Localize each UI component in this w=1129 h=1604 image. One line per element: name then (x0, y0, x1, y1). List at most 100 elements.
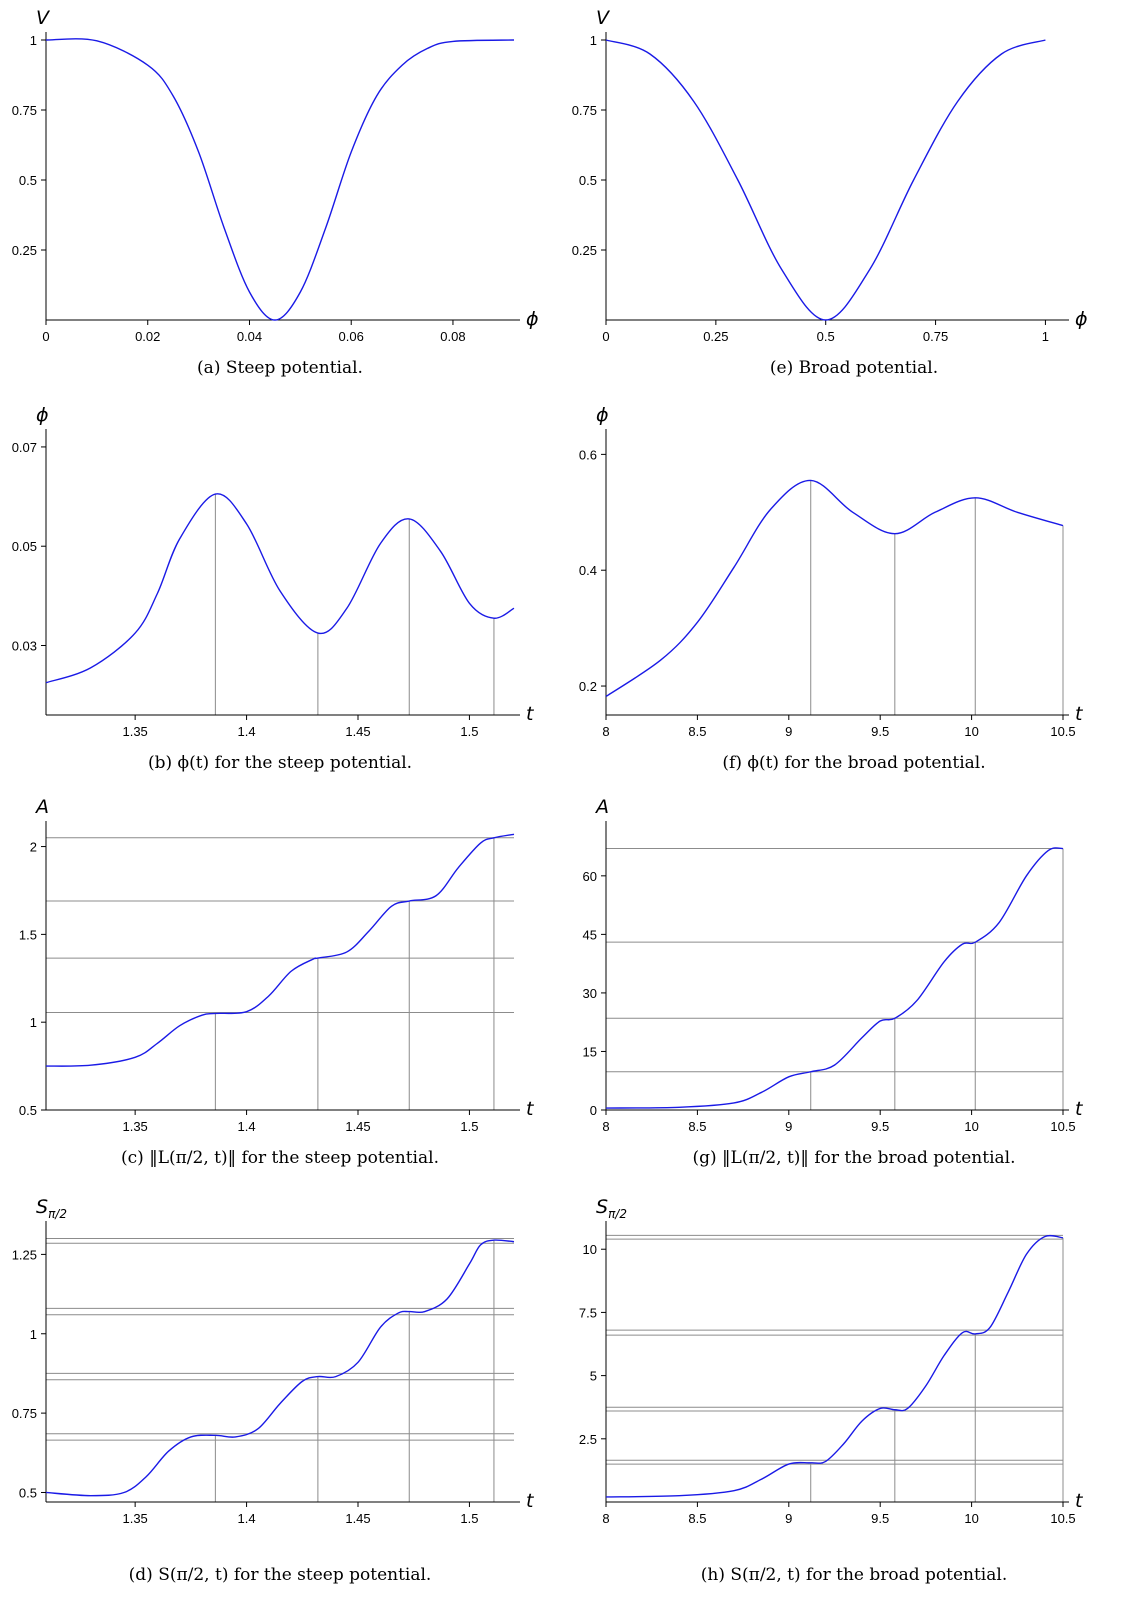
x-tick-label: 0.04 (237, 329, 262, 344)
panel-e: 0 0.25 0.5 0.75 1 0.25 0.5 0.75 1 Vϕ (e) Broad pot… (572, 7, 1088, 378)
panel-d: 1.35 1.4 1.45 1.5 0.5 0.75 1 1.25 Sπ/2 t (d) S(π/2… (12, 1196, 535, 1585)
x-tick-label: 0.08 (440, 329, 465, 344)
x-tick-label: 1.45 (345, 724, 370, 739)
x-tick-label: 1.5 (460, 1119, 478, 1134)
y-tick-label: 0.05 (12, 539, 37, 554)
x-tick-label: 0.75 (923, 329, 948, 344)
x-tick-label: 0 (42, 329, 49, 344)
x-tick-label: 8 (602, 724, 609, 739)
x-tick-label: 1.35 (122, 1511, 147, 1526)
y-tick-label: 1 (30, 1327, 37, 1342)
panel-caption: (f) ϕ(t) for the broad potential. (722, 753, 985, 773)
y-tick-label: 30 (583, 986, 597, 1001)
x-tick-label: 9 (785, 1119, 792, 1134)
y-tick-label: 5 (590, 1369, 597, 1384)
panel-caption: (e) Broad potential. (770, 358, 938, 378)
y-tick-label: 0.07 (12, 440, 37, 455)
x-tick-label: 8.5 (688, 1119, 706, 1134)
x-tick-label: 10 (964, 1119, 978, 1134)
x-tick-label: 8 (602, 1511, 609, 1526)
panel-g: 8 8.5 9 9.5 10 10.5 0 15 30 45 60 At (g) ‖L(π/2, t)‖… (583, 796, 1084, 1168)
y-tick-label: 0.25 (572, 243, 597, 258)
x-axis-label: t (526, 703, 535, 725)
x-tick-label: 0.25 (703, 329, 728, 344)
y-axis-label: V (36, 7, 51, 29)
x-tick-label: 1.45 (345, 1511, 370, 1526)
x-tick-label: 1.4 (238, 724, 256, 739)
x-tick-label: 10 (964, 1511, 978, 1526)
panel-h: 8 8.5 9 9.5 10 10.5 2.5 5 7.5 10 Sπ/2 t (h) S(π/2, t… (579, 1196, 1084, 1585)
y-tick-label: 0.03 (12, 639, 37, 654)
x-axis-label: ϕ (526, 308, 539, 330)
panel-caption: (a) Steep potential. (197, 358, 363, 378)
x-tick-label: 1.4 (238, 1119, 256, 1134)
data-series-line (45, 1239, 515, 1497)
y-tick-label: 1.25 (12, 1247, 37, 1262)
x-tick-label: 10.5 (1050, 1119, 1075, 1134)
x-tick-label: 10.5 (1050, 1511, 1075, 1526)
x-tick-label: 8.5 (688, 724, 706, 739)
x-axis-label: ϕ (1075, 308, 1088, 330)
y-tick-label: 1 (590, 33, 597, 48)
y-axis-label: Sπ/2 (36, 1196, 67, 1221)
x-tick-label: 0 (602, 329, 609, 344)
data-series-line (605, 1234, 1064, 1498)
y-axis-label: ϕ (596, 404, 609, 426)
data-series-line (45, 38, 515, 321)
x-tick-label: 10 (964, 724, 978, 739)
y-axis-label: A (34, 796, 49, 818)
data-series-line (605, 847, 1064, 1109)
x-tick-label: 1.35 (122, 1119, 147, 1134)
panel-caption: (b) ϕ(t) for the steep potential. (148, 753, 412, 773)
panel-caption: (g) ‖L(π/2, t)‖ for the broad potential. (692, 1148, 1015, 1168)
x-axis-label: t (1075, 1098, 1084, 1120)
y-tick-label: 0.5 (19, 1485, 37, 1500)
y-axis-label: Sπ/2 (596, 1196, 627, 1221)
y-tick-label: 2 (30, 840, 37, 855)
y-tick-label: 2.5 (579, 1432, 597, 1447)
x-tick-label: 0.02 (135, 329, 160, 344)
y-tick-label: 0.2 (579, 679, 597, 694)
y-tick-label: 1.5 (19, 927, 37, 942)
x-axis-label: t (1075, 703, 1084, 725)
y-axis-label: V (596, 7, 611, 29)
x-tick-label: 9 (785, 1511, 792, 1526)
x-tick-label: 8 (602, 1119, 609, 1134)
x-tick-label: 9.5 (871, 724, 889, 739)
x-tick-label: 8.5 (688, 1511, 706, 1526)
x-axis-label: t (1075, 1490, 1084, 1512)
y-tick-label: 0.75 (12, 103, 37, 118)
x-tick-label: 9 (785, 724, 792, 739)
y-tick-label: 60 (583, 869, 597, 884)
data-series-line (605, 479, 1064, 698)
y-tick-label: 0.75 (572, 103, 597, 118)
data-series-line (605, 39, 1046, 321)
panel-c: 1.35 1.4 1.45 1.5 0.5 1 1.5 2 At (c) ‖L(π/2, t)‖ … (19, 796, 535, 1168)
x-tick-label: 10.5 (1050, 724, 1075, 739)
y-tick-label: 0.4 (579, 563, 597, 578)
x-tick-label: 9.5 (871, 1511, 889, 1526)
x-tick-label: 0.06 (339, 329, 364, 344)
x-tick-label: 1 (1042, 329, 1049, 344)
y-tick-label: 1 (30, 33, 37, 48)
y-tick-label: 0.6 (579, 447, 597, 462)
y-tick-label: 10 (583, 1242, 597, 1257)
y-tick-label: 15 (583, 1044, 597, 1059)
y-axis-label: A (594, 796, 609, 818)
x-tick-label: 0.5 (817, 329, 835, 344)
y-tick-label: 0 (590, 1103, 597, 1118)
x-tick-label: 1.5 (460, 724, 478, 739)
y-tick-label: 0.75 (12, 1406, 37, 1421)
x-tick-label: 1.45 (345, 1119, 370, 1134)
y-tick-label: 7.5 (579, 1305, 597, 1320)
x-tick-label: 1.35 (122, 724, 147, 739)
y-tick-label: 45 (583, 927, 597, 942)
x-tick-label: 1.5 (460, 1511, 478, 1526)
panel-caption: (h) S(π/2, t) for the broad potential. (701, 1565, 1007, 1585)
x-axis-label: t (526, 1490, 535, 1512)
x-tick-label: 1.4 (238, 1511, 256, 1526)
x-axis-label: t (526, 1098, 535, 1120)
y-axis-label: ϕ (36, 404, 49, 426)
y-tick-label: 1 (30, 1015, 37, 1030)
